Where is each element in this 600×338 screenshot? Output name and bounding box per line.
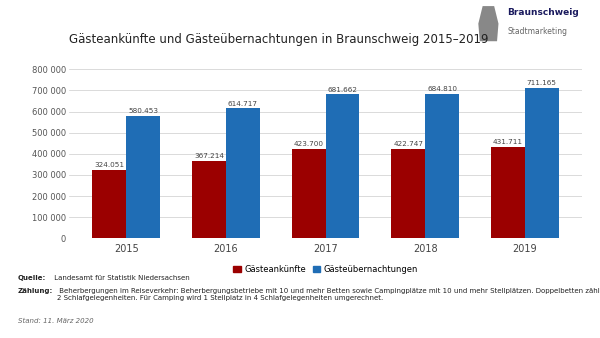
Text: Stadtmarketing: Stadtmarketing: [507, 27, 567, 36]
Text: 324.051: 324.051: [94, 162, 124, 168]
Text: Landesamt für Statistik Niedersachsen: Landesamt für Statistik Niedersachsen: [52, 275, 190, 282]
Bar: [325, 94, 359, 238]
Text: 580.453: 580.453: [128, 108, 158, 114]
Bar: [491, 147, 525, 238]
Text: Gästeankünfte und Gästeübernachtungen in Braunschweig 2015–2019: Gästeankünfte und Gästeübernachtungen in…: [69, 33, 488, 46]
Bar: [425, 94, 459, 238]
Text: 423.700: 423.700: [293, 141, 323, 147]
Text: Quelle:: Quelle:: [18, 275, 46, 282]
Text: 367.214: 367.214: [194, 153, 224, 159]
Polygon shape: [478, 6, 499, 41]
Bar: [525, 88, 559, 238]
Text: 422.747: 422.747: [393, 141, 423, 147]
Legend: Gästeankünfte, Gästeübernachtungen: Gästeankünfte, Gästeübernachtungen: [230, 262, 421, 277]
Bar: [192, 161, 226, 238]
Bar: [226, 108, 260, 238]
Bar: [292, 149, 325, 238]
Bar: [92, 170, 126, 238]
Text: Stand: 11. März 2020: Stand: 11. März 2020: [18, 318, 94, 324]
Bar: [391, 149, 425, 238]
Text: 681.662: 681.662: [328, 87, 358, 93]
Text: 684.810: 684.810: [427, 86, 457, 92]
Text: Zählung:: Zählung:: [18, 288, 53, 294]
Text: Braunschweig: Braunschweig: [507, 8, 579, 18]
Text: 614.717: 614.717: [228, 101, 258, 107]
Text: 711.165: 711.165: [527, 80, 557, 87]
Text: 431.711: 431.711: [493, 139, 523, 145]
Bar: [126, 116, 160, 238]
Text: Beherbergungen im Reiseverkehr: Beherbergungsbetriebe mit 10 und mehr Betten sow: Beherbergungen im Reiseverkehr: Beherber…: [57, 288, 600, 301]
